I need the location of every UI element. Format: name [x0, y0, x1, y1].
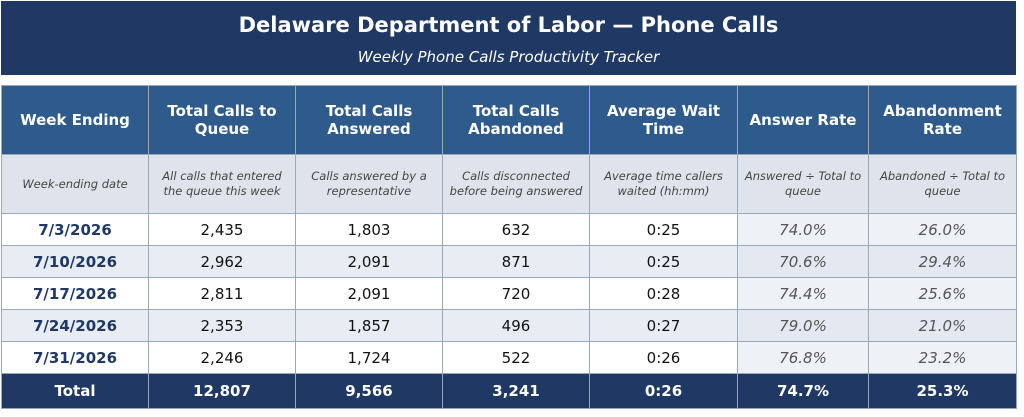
data-cell: 2,435	[148, 213, 296, 246]
column-header: Total Calls Abandoned	[442, 85, 590, 155]
total-cell: Total	[1, 373, 149, 409]
data-cell: 70.6%	[737, 245, 869, 278]
data-cell: 2,246	[148, 341, 296, 374]
data-row: 7/10/2026 2,962 2,091 871 0:25 70.6% 29.4%	[1, 245, 1017, 278]
column-header: Total Calls to Queue	[148, 85, 296, 155]
data-cell: 1,724	[295, 341, 443, 374]
data-cell: 2,962	[148, 245, 296, 278]
data-cell: 7/3/2026	[1, 213, 149, 246]
data-cell: 0:27	[589, 309, 738, 342]
data-cell: 7/24/2026	[1, 309, 149, 342]
column-header: Average Wait Time	[589, 85, 738, 155]
subtitle: Weekly Phone Calls Productivity Tracker	[357, 48, 660, 66]
data-cell: 26.0%	[868, 213, 1017, 246]
data-cell: 720	[442, 277, 590, 310]
data-cell: 1,803	[295, 213, 443, 246]
total-cell: 25.3%	[868, 373, 1017, 409]
header-row: Week Ending Total Calls to Queue Total Cal…	[1, 85, 1017, 155]
data-cell: 25.6%	[868, 277, 1017, 310]
total-cell: 3,241	[442, 373, 590, 409]
total-row: Total 12,807 9,566 3,241 0:26 74.7% 25.3%	[1, 373, 1017, 409]
column-description: Calls disconnected before being answered	[442, 154, 590, 214]
description-row: Week-ending date All calls that entered t…	[1, 154, 1017, 214]
data-cell: 74.4%	[737, 277, 869, 310]
data-cell: 7/17/2026	[1, 277, 149, 310]
column-description: Answered ÷ Total to queue	[737, 154, 869, 214]
data-cell: 21.0%	[868, 309, 1017, 342]
data-cell: 74.0%	[737, 213, 869, 246]
total-cell: 74.7%	[737, 373, 869, 409]
data-cell: 0:26	[589, 341, 738, 374]
data-cell: 632	[442, 213, 590, 246]
data-cell: 7/10/2026	[1, 245, 149, 278]
column-description: Week-ending date	[1, 154, 149, 214]
data-row: 7/17/2026 2,811 2,091 720 0:28 74.4% 25.6%	[1, 277, 1017, 310]
column-description: All calls that entered the queue this we…	[148, 154, 296, 214]
data-cell: 2,091	[295, 277, 443, 310]
data-cell: 2,091	[295, 245, 443, 278]
data-cell: 0:28	[589, 277, 738, 310]
column-header: Answer Rate	[737, 85, 869, 155]
data-cell: 496	[442, 309, 590, 342]
data-row: 7/24/2026 2,353 1,857 496 0:27 79.0% 21.0%	[1, 309, 1017, 342]
column-header: Week Ending	[1, 85, 149, 155]
data-cell: 79.0%	[737, 309, 869, 342]
tracker-table: Week Ending Total Calls to Queue Total Cal…	[1, 85, 1017, 409]
data-cell: 29.4%	[868, 245, 1017, 278]
data-cell: 522	[442, 341, 590, 374]
total-cell: 9,566	[295, 373, 443, 409]
column-header: Total Calls Answered	[295, 85, 443, 155]
data-cell: 23.2%	[868, 341, 1017, 374]
data-cell: 0:25	[589, 245, 738, 278]
column-header: Abandonment Rate	[868, 85, 1017, 155]
column-description: Average time callers waited (hh:mm)	[589, 154, 738, 214]
banner: Delaware Department of Labor — Phone Cal…	[1, 1, 1016, 75]
data-cell: 7/31/2026	[1, 341, 149, 374]
title: Delaware Department of Labor — Phone Cal…	[238, 13, 779, 37]
data-cell: 2,353	[148, 309, 296, 342]
column-description: Calls answered by a representative	[295, 154, 443, 214]
data-cell: 76.8%	[737, 341, 869, 374]
column-description: Abandoned ÷ Total to queue	[868, 154, 1017, 214]
total-cell: 0:26	[589, 373, 738, 409]
data-cell: 2,811	[148, 277, 296, 310]
data-row: 7/31/2026 2,246 1,724 522 0:26 76.8% 23.2%	[1, 341, 1017, 374]
data-cell: 0:25	[589, 213, 738, 246]
data-row: 7/3/2026 2,435 1,803 632 0:25 74.0% 26.0%	[1, 213, 1017, 246]
total-cell: 12,807	[148, 373, 296, 409]
data-cell: 1,857	[295, 309, 443, 342]
data-cell: 871	[442, 245, 590, 278]
